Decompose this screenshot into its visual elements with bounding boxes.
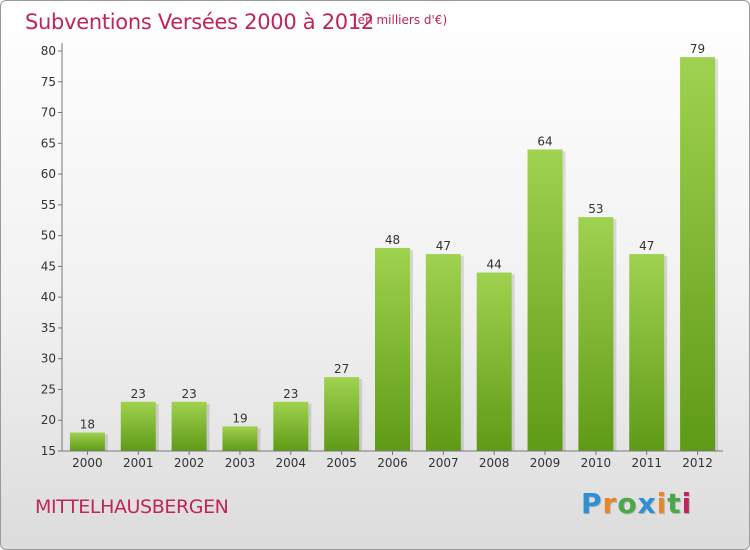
x-tick-label: 2005 [326, 456, 357, 470]
bar-value-label: 19 [232, 411, 247, 425]
y-tick-label: 40 [41, 290, 56, 304]
logo-letter: x [637, 487, 657, 520]
bar [425, 254, 461, 451]
bar [578, 217, 614, 451]
x-tick-label: 2006 [377, 456, 408, 470]
bar [120, 401, 156, 451]
bar-value-label: 23 [181, 387, 196, 401]
bar [629, 254, 665, 451]
bar [69, 432, 105, 451]
bar [476, 272, 512, 451]
y-tick-label: 75 [41, 75, 56, 89]
bar-value-label: 18 [80, 418, 95, 432]
y-tick-label: 35 [41, 321, 56, 335]
logo-letter: i [656, 487, 668, 520]
y-tick-label: 50 [41, 229, 56, 243]
y-tick-label: 60 [41, 167, 56, 181]
logo-letter: P [581, 487, 603, 520]
y-tick-label: 15 [41, 444, 56, 458]
y-tick-label: 70 [41, 106, 56, 120]
x-tick-label: 2002 [174, 456, 205, 470]
bar [324, 377, 360, 451]
bar [222, 426, 258, 451]
axes-layer: 15 20 25 30 35 40 45 50 55 60 65 70 75 80 2000 2001 2002… [41, 43, 723, 470]
x-tick-label: 2008 [479, 456, 510, 470]
x-tick-label: 2004 [276, 456, 307, 470]
y-tick-label: 65 [41, 136, 56, 150]
logo-letter: t [667, 487, 682, 520]
bar-value-label: 23 [283, 387, 298, 401]
bar-value-label: 23 [131, 387, 146, 401]
x-tick-label: 2003 [225, 456, 256, 470]
x-tick-label: 2010 [581, 456, 612, 470]
commune-name: MITTELHAUSBERGEN [35, 496, 229, 518]
x-tick-label: 2001 [123, 456, 154, 470]
x-tick-label: 2000 [72, 456, 103, 470]
y-tick-label: 55 [41, 198, 56, 212]
chart-subtitle: (en milliers d'€) [353, 13, 448, 27]
y-tick-label: 20 [41, 413, 56, 427]
x-tick-label: 2009 [530, 456, 561, 470]
bar-value-label: 79 [690, 42, 705, 56]
bar [273, 401, 309, 451]
proxiti-logo: Proxiti [581, 487, 692, 520]
bar [375, 247, 410, 451]
y-tick-label: 45 [41, 259, 56, 273]
bar-value-label: 53 [588, 202, 603, 216]
x-tick-label: 2007 [428, 456, 459, 470]
y-tick-label: 30 [41, 352, 56, 366]
bar-value-label: 47 [436, 239, 451, 253]
bar-value-label: 64 [537, 134, 552, 148]
bar-value-label: 48 [385, 233, 400, 247]
bar-value-label: 27 [334, 362, 349, 376]
bar [680, 57, 716, 452]
bar-value-label: 47 [639, 239, 654, 253]
logo-letter: i [681, 487, 693, 520]
chart-title: Subventions Versées 2000 à 2012 [25, 10, 374, 34]
bar [527, 149, 563, 451]
x-tick-label: 2012 [682, 456, 713, 470]
bar-value-label: 44 [487, 258, 502, 272]
y-tick-label: 80 [41, 44, 56, 58]
y-tick-label: 25 [41, 382, 56, 396]
bar [171, 401, 207, 451]
logo-letter: o [617, 487, 638, 520]
x-tick-label: 2011 [631, 456, 662, 470]
bars-layer: 18 23 23 19 23 27 48 47 44 64 53 47 79 [69, 42, 719, 452]
logo-letter: r [602, 487, 618, 520]
